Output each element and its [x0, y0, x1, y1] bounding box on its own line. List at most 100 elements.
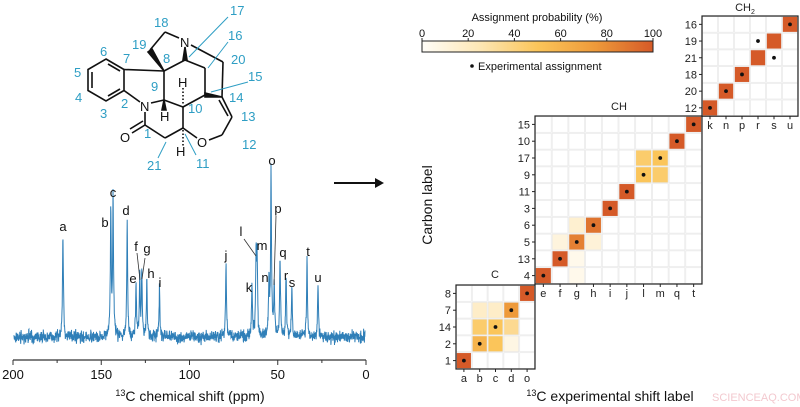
- row-label: 8: [445, 288, 451, 300]
- experimental-dot: [675, 139, 679, 144]
- row-label: 18: [685, 69, 697, 81]
- carbon-number-2: 2: [121, 96, 128, 111]
- colorbar-tick-label: 40: [508, 28, 520, 40]
- row-label: 15: [518, 119, 530, 131]
- atom-h: H: [178, 75, 187, 90]
- heatmap-cell: [535, 183, 552, 200]
- col-label: k: [707, 120, 713, 132]
- heatmap-cell: [618, 233, 636, 251]
- heatmap-cell: [585, 183, 602, 200]
- row-label: 1: [445, 356, 451, 368]
- experimental-dot: [591, 223, 596, 228]
- legend-dot-icon: [470, 64, 474, 68]
- carbon-number-18: 18: [154, 15, 168, 30]
- heatmap-cell: [568, 200, 585, 217]
- heatmap-cell: [471, 301, 488, 319]
- heatmap-cell: [734, 82, 750, 100]
- heatmap-cell: [519, 352, 535, 369]
- experimental-dot: [772, 55, 776, 60]
- carbon-number-16: 16: [228, 28, 242, 43]
- heatmap-cell: [652, 233, 669, 251]
- row-label: 3: [524, 203, 530, 215]
- heatmap-cell: [668, 200, 686, 217]
- carbon-number-20: 20: [231, 52, 245, 67]
- heatmap-cell: [535, 216, 552, 234]
- heatmap-cell: [535, 233, 552, 251]
- heatmap-cell: [718, 32, 734, 50]
- heatmap-cell: [535, 166, 552, 184]
- peak-label-p: p: [274, 201, 281, 216]
- heatmap-cell: [750, 16, 766, 33]
- row-label: 16: [685, 19, 697, 31]
- legend-experimental-assignment: Experimental assignment: [478, 61, 602, 73]
- experimental-dot: [558, 256, 562, 261]
- col-label: s: [771, 120, 777, 132]
- carbon-number-15: 15: [248, 69, 262, 84]
- heatmap-cell: [750, 49, 766, 66]
- heatmap-cell: [471, 318, 488, 336]
- col-label: p: [739, 120, 745, 132]
- peak-leader-line: [243, 238, 257, 257]
- heatmap-cell: [782, 99, 798, 117]
- block-title: C: [491, 269, 499, 281]
- heatmap-cell: [568, 132, 585, 150]
- heatmap-cell: [535, 250, 552, 268]
- heatmap-cell: [585, 267, 602, 284]
- right-arrow-icon: [334, 178, 384, 188]
- heatmap-cell: [503, 352, 520, 369]
- heatmap-cell: [652, 132, 669, 150]
- carbon-number-7: 7: [123, 51, 130, 66]
- row-label: 6: [524, 220, 530, 232]
- heatmap-cell: [668, 267, 686, 284]
- heatmap-cell: [685, 149, 702, 167]
- carbon-number-6: 6: [100, 44, 107, 59]
- x-tick-label: 50: [271, 367, 285, 382]
- carbon-number-11: 11: [196, 156, 210, 171]
- x-tick-label: 200: [2, 367, 24, 382]
- col-label: b: [477, 373, 483, 385]
- col-label: h: [590, 288, 596, 300]
- heatmap-cell: [702, 32, 718, 50]
- heatmap-cell: [782, 32, 798, 50]
- col-label: i: [609, 288, 611, 300]
- heatmap-cell: [635, 149, 652, 167]
- heatmap-cell: [551, 149, 569, 167]
- heatmap-block-2: 16 19 21 18 20 12 k n p r s u CH2: [685, 2, 799, 132]
- heatmap-cell: [618, 149, 636, 167]
- heatmap-cell: [618, 166, 636, 184]
- experimental-dot: [462, 358, 466, 363]
- heatmap-cell: [685, 216, 702, 234]
- heatmap-cell: [601, 116, 619, 133]
- carbon-number-14: 14: [229, 90, 243, 105]
- atom-h: H: [176, 144, 185, 159]
- col-label: m: [656, 288, 665, 300]
- peak-label-d: d: [122, 203, 129, 218]
- heatmap-cell: [456, 318, 472, 336]
- peak-leader-line: [273, 215, 277, 286]
- heatmap-cell: [750, 66, 766, 83]
- heatmap-cell: [718, 99, 734, 117]
- experimental-dot: [541, 273, 546, 278]
- experimental-dot: [509, 308, 514, 313]
- heatmap-cell: [652, 166, 669, 184]
- heatmap-cell: [601, 216, 619, 234]
- col-label: g: [574, 288, 580, 300]
- row-label: 14: [439, 322, 451, 334]
- heatmap-cell: [618, 267, 636, 284]
- wedge-bond: [146, 47, 165, 72]
- heatmap-cell: [734, 49, 750, 66]
- heatmap-cell: [601, 233, 619, 251]
- row-label: 12: [685, 103, 697, 115]
- colorbar-tick-label: 0: [419, 28, 425, 40]
- heatmap-cell: [601, 166, 619, 184]
- col-label: o: [524, 373, 530, 385]
- peak-label-c: c: [110, 185, 117, 200]
- heatmap-cell: [585, 166, 602, 184]
- heatmap-cell: [551, 183, 569, 200]
- heatmap-cell: [766, 66, 782, 83]
- heatmap-cell: [503, 285, 520, 302]
- peak-leader-line: [141, 257, 146, 280]
- heatmap-cell: [601, 267, 619, 284]
- experimental-dot: [493, 325, 498, 329]
